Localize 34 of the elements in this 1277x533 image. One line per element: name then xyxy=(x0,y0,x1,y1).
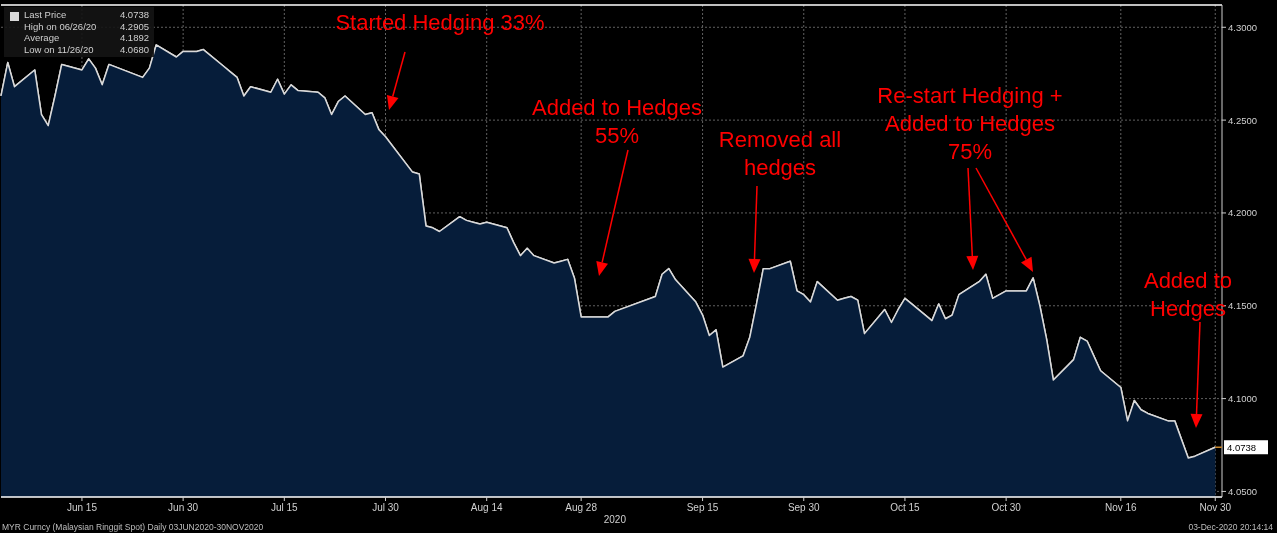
y-tick-label: 4.2000 xyxy=(1228,207,1258,219)
x-tick-label: Jun 15 xyxy=(66,502,98,513)
x-tick-label: Jul 30 xyxy=(372,502,400,513)
y-tick-label: 4.1500 xyxy=(1228,300,1258,312)
legend-label: Last Price xyxy=(24,9,67,20)
x-tick-label: Oct 15 xyxy=(890,502,921,513)
annotation: High on 06/26/20 xyxy=(24,20,97,32)
annotation: Re-start Hedging + Added to Hedges 75% xyxy=(877,83,1063,164)
annotation: 4.0738 xyxy=(119,9,149,20)
x-tick-label: Nov 30 xyxy=(1199,502,1232,513)
annotation: Started Hedging 33% xyxy=(335,10,545,35)
annotation: 4.2905 xyxy=(119,20,149,32)
y-tick-label: 4.2500 xyxy=(1228,114,1258,126)
x-tick-label: Jun 30 xyxy=(168,502,199,513)
x-tick-label: Aug 28 xyxy=(565,502,598,513)
annotation: Added to Hedges 55% xyxy=(531,95,703,148)
x-axis-title: 2020 xyxy=(603,514,627,525)
annotation: 4.1892 xyxy=(119,32,149,43)
text: MYR Curncy (Malaysian Ringgit Spot) Daily 03JUN2020-30NOV2020 xyxy=(2,522,264,532)
x-tick-label: Nov 16 xyxy=(1104,502,1138,513)
x-tick-label: Aug 14 xyxy=(470,502,503,513)
x-tick-label: Sep 30 xyxy=(787,502,821,513)
annotation: 4.0738 xyxy=(1227,441,1257,453)
annotation: Average xyxy=(24,32,60,43)
annotation: 4.0680 xyxy=(119,43,149,55)
annotation: Removed all hedges xyxy=(718,127,842,180)
text: 03-Dec-2020 20:14:14 xyxy=(1188,522,1274,532)
y-tick-label: 4.1000 xyxy=(1228,393,1258,405)
annotation: Low on 11/26/20 xyxy=(24,43,94,55)
x-tick-label: Jul 15 xyxy=(270,502,299,513)
y-tick-label: 4.3000 xyxy=(1228,21,1258,33)
x-tick-label: Sep 15 xyxy=(686,502,719,513)
x-tick-label: Oct 30 xyxy=(991,502,1022,513)
y-tick-label: 4.0500 xyxy=(1228,485,1258,497)
